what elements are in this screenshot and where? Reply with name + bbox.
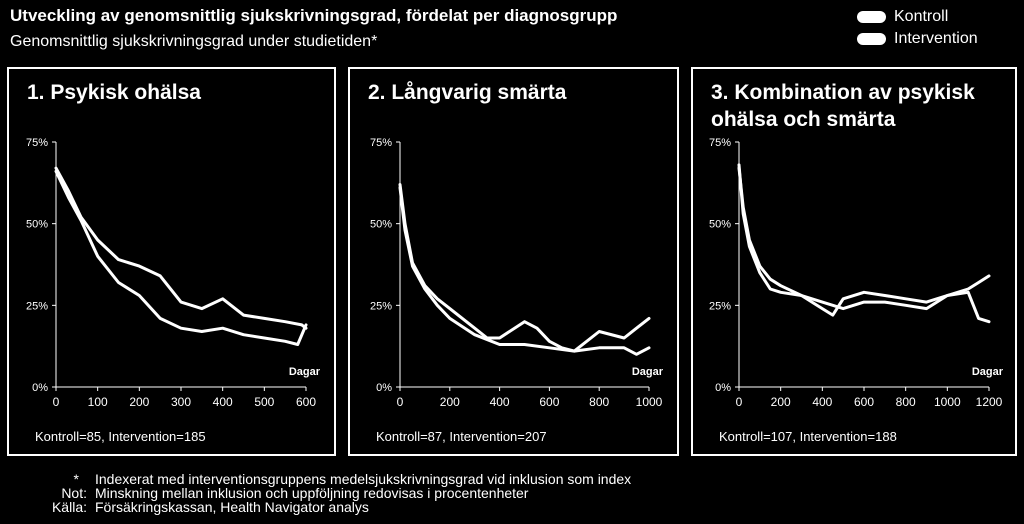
footnote-key: * bbox=[73, 471, 79, 487]
footnotes: * Indexerat med interventionsgruppens me… bbox=[0, 472, 631, 514]
legend-item-intervention: Intervention bbox=[857, 28, 978, 50]
sample-size-note-2: Kontroll=87, Intervention=207 bbox=[376, 429, 547, 444]
series-line-intervention bbox=[398, 186, 651, 356]
y-tick-label: 0% bbox=[376, 382, 392, 394]
legend: Kontroll Intervention bbox=[857, 6, 978, 50]
series-line-kontroll bbox=[737, 166, 991, 311]
series-line-intervention bbox=[54, 169, 308, 346]
x-tick-label: 1000 bbox=[636, 395, 663, 409]
footnote-key: Not: bbox=[61, 485, 87, 501]
x-tick-label: 800 bbox=[589, 395, 609, 409]
x-tick-label: 200 bbox=[129, 395, 149, 409]
legend-label-kontroll: Kontroll bbox=[894, 8, 949, 25]
x-tick-label: 500 bbox=[254, 395, 274, 409]
footnote-text: Försäkringskassan, Health Navigator anal… bbox=[95, 499, 369, 515]
y-tick-label: 50% bbox=[370, 219, 392, 231]
series-line-kontroll bbox=[398, 183, 651, 353]
footnote-row: Källa: Försäkringskassan, Health Navigat… bbox=[0, 500, 631, 514]
x-tick-label: 200 bbox=[440, 395, 460, 409]
chart-subtitle: Genomsnittlig sjukskrivningsgrad under s… bbox=[10, 33, 378, 50]
panel-title-1: 1. Psykisk ohälsa bbox=[27, 81, 201, 104]
x-tick-label: 400 bbox=[490, 395, 510, 409]
y-tick-label: 25% bbox=[709, 300, 731, 312]
x-tick-label: 300 bbox=[171, 395, 191, 409]
footnote-text: Minskning mellan inklusion och uppföljni… bbox=[95, 485, 529, 501]
sample-size-note-3: Kontroll=107, Intervention=188 bbox=[719, 429, 897, 444]
chart-svg-3: 0% 25% 50% 75% 0 200 400 600 800 1000 1200 Dagar bbox=[709, 137, 1004, 409]
y-tick-label: 50% bbox=[709, 219, 731, 231]
legend-item-kontroll: Kontroll bbox=[857, 6, 978, 28]
y-tick-label: 75% bbox=[26, 137, 48, 149]
chart-svg-1: 0% 25% 50% 75% 0 100 200 300 400 500 600 Dagar bbox=[26, 137, 321, 409]
footnote-key: Källa: bbox=[51, 499, 87, 515]
legend-swatch-intervention bbox=[857, 33, 886, 45]
x-tick-label: 100 bbox=[88, 395, 108, 409]
x-tick-label: 400 bbox=[812, 395, 832, 409]
panel-kombination: 0% 25% 50% 75% 0 200 400 600 800 1000 1200 Dagar 3.… bbox=[691, 67, 1017, 456]
panel-psykisk-ohalsa: 0% 25% 50% 75% 0 100 200 300 400 500 600 Dagar 1. P… bbox=[7, 67, 336, 456]
panel-title-2: 2. Långvarig smärta bbox=[368, 81, 567, 104]
x-tick-label: 1200 bbox=[976, 395, 1003, 409]
x-tick-label: 0 bbox=[397, 395, 404, 409]
panel-langvarig-smarta: 0% 25% 50% 75% 0 200 400 600 800 1000 Dagar 2. Lån… bbox=[348, 67, 679, 456]
legend-swatch-kontroll bbox=[857, 11, 886, 23]
series-line-intervention bbox=[737, 163, 991, 324]
y-tick-label: 50% bbox=[26, 219, 48, 231]
footnote-row: * Indexerat med interventionsgruppens me… bbox=[0, 471, 632, 487]
x-tick-label: 1000 bbox=[934, 395, 961, 409]
x-axis-label: Dagar bbox=[972, 366, 1004, 378]
y-tick-label: 0% bbox=[32, 382, 48, 394]
x-tick-label: 200 bbox=[771, 395, 791, 409]
footnote-text: Indexerat med interventionsgruppens mede… bbox=[95, 471, 632, 487]
x-axis-label: Dagar bbox=[289, 366, 321, 378]
x-tick-label: 600 bbox=[854, 395, 874, 409]
footnote-row: Not: Minskning mellan inklusion och uppf… bbox=[0, 486, 631, 500]
chart-svg-2: 0% 25% 50% 75% 0 200 400 600 800 1000 Dagar bbox=[370, 137, 664, 409]
x-tick-label: 0 bbox=[736, 395, 743, 409]
x-tick-label: 600 bbox=[296, 395, 316, 409]
x-axis-label: Dagar bbox=[632, 366, 664, 378]
panel-title-3: 3. Kombination av psykisk ohälsa och smä… bbox=[711, 81, 975, 131]
y-tick-label: 75% bbox=[709, 137, 731, 149]
x-tick-label: 400 bbox=[213, 395, 233, 409]
x-tick-label: 0 bbox=[53, 395, 60, 409]
x-tick-label: 600 bbox=[539, 395, 559, 409]
y-tick-label: 75% bbox=[370, 137, 392, 149]
y-tick-label: 0% bbox=[715, 382, 731, 394]
y-tick-label: 25% bbox=[26, 300, 48, 312]
y-tick-label: 25% bbox=[370, 300, 392, 312]
sample-size-note-1: Kontroll=85, Intervention=185 bbox=[35, 429, 206, 444]
chart-title: Utveckling av genomsnittlig sjukskrivnin… bbox=[10, 6, 618, 25]
x-tick-label: 800 bbox=[896, 395, 916, 409]
series-line-kontroll bbox=[54, 166, 308, 330]
legend-label-intervention: Intervention bbox=[894, 30, 978, 47]
